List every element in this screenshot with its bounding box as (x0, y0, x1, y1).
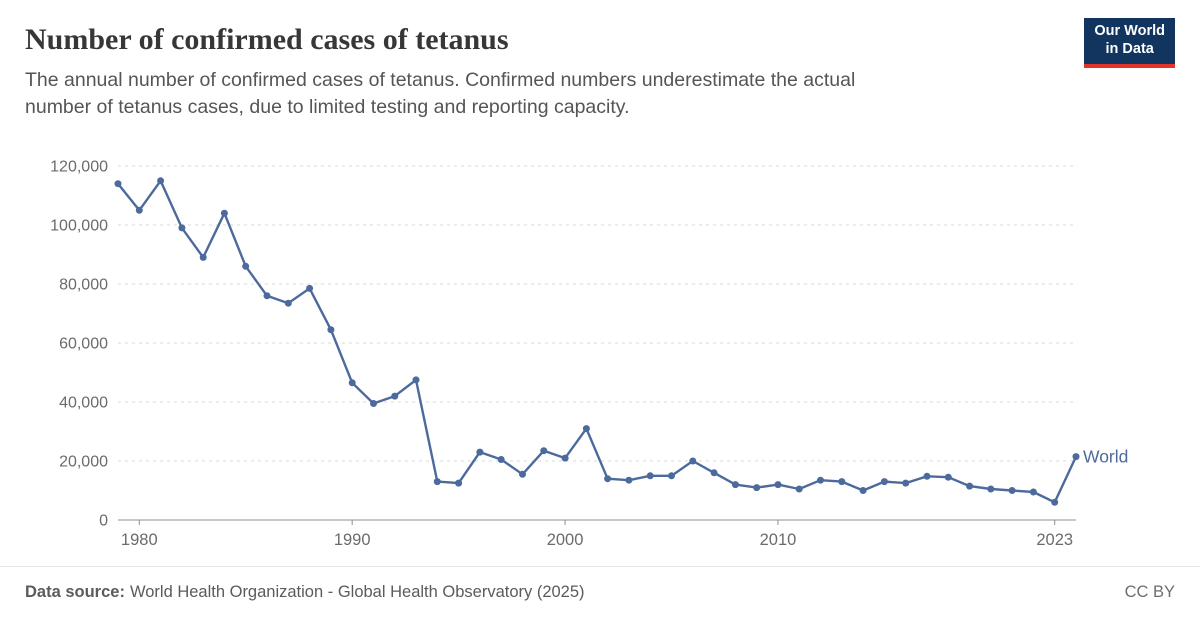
data-point[interactable] (455, 479, 463, 487)
data-point[interactable] (604, 474, 612, 482)
y-tick-label: 120,000 (50, 158, 108, 175)
data-source-label: Data source: (25, 583, 125, 601)
data-point[interactable] (817, 476, 824, 484)
data-point[interactable] (646, 471, 654, 479)
x-tick-label: 1990 (334, 531, 371, 549)
data-point[interactable] (306, 284, 314, 292)
data-point[interactable] (944, 473, 952, 481)
data-source: Data source: World Health Organization - … (25, 583, 585, 602)
data-point[interactable] (880, 477, 888, 485)
data-point[interactable] (178, 223, 186, 231)
series-label[interactable]: World (1083, 446, 1128, 466)
y-tick-label: 60,000 (59, 335, 108, 352)
data-point[interactable] (859, 486, 867, 494)
x-tick-label: 2010 (760, 531, 797, 549)
x-tick-label: 2023 (1036, 531, 1073, 549)
subtitle-line-1: The annual number of confirmed cases of … (25, 69, 856, 91)
data-point[interactable] (902, 479, 910, 487)
chart-header: Number of confirmed cases of tetanus Our… (0, 0, 1200, 122)
owid-logo-line2: in Data (1105, 40, 1154, 57)
data-point[interactable] (966, 482, 974, 490)
data-point[interactable] (1008, 486, 1016, 494)
line-chart: 0 20,000 40,000 60,000 80,000 100,000 120,000 1… (50, 158, 1128, 549)
data-point[interactable] (1051, 498, 1059, 506)
data-point[interactable] (561, 454, 569, 462)
data-point[interactable] (689, 457, 697, 465)
data-point[interactable] (327, 325, 335, 333)
data-point[interactable] (519, 470, 526, 478)
data-point[interactable] (284, 299, 292, 307)
data-point[interactable] (795, 485, 803, 493)
chart-footer: Data source: World Health Organization - … (0, 566, 1200, 627)
owid-logo[interactable]: Our World in Data (1084, 18, 1175, 68)
x-tick-label: 1980 (121, 531, 158, 549)
data-point[interactable] (753, 483, 761, 491)
y-tick-label: 0 (99, 512, 108, 529)
data-point[interactable] (625, 476, 633, 484)
data-point[interactable] (242, 262, 250, 270)
data-point[interactable] (135, 206, 143, 214)
data-point[interactable] (923, 472, 931, 480)
data-point[interactable] (710, 468, 718, 476)
data-point[interactable] (220, 209, 228, 217)
license-badge[interactable]: CC BY (1124, 583, 1175, 601)
data-point[interactable] (370, 399, 377, 407)
data-point[interactable] (476, 448, 484, 456)
y-tick-label: 100,000 (50, 217, 108, 234)
data-point[interactable] (987, 485, 995, 493)
data-point[interactable] (114, 179, 122, 187)
data-point[interactable] (497, 455, 505, 463)
y-tick-label: 40,000 (59, 394, 108, 411)
y-tick-label: 20,000 (59, 453, 108, 470)
data-point[interactable] (838, 477, 846, 485)
subtitle-line-2: number of tetanus cases, due to limited … (25, 96, 630, 119)
chart-subtitle: The annual number of confirmed cases of … (25, 67, 1175, 122)
data-point[interactable] (774, 480, 782, 488)
x-tick-label: 2000 (547, 531, 584, 549)
y-tick-label: 80,000 (59, 276, 108, 293)
data-point[interactable] (391, 392, 399, 400)
data-point[interactable] (348, 378, 356, 386)
owid-logo-line1: Our World (1094, 23, 1165, 39)
data-source-text: World Health Organization - Global Healt… (129, 583, 585, 601)
world-series-line[interactable] (116, 179, 1078, 504)
data-point[interactable] (731, 480, 739, 488)
data-point[interactable] (540, 446, 548, 454)
data-point[interactable] (1029, 488, 1037, 496)
data-point[interactable] (263, 291, 271, 299)
data-point[interactable] (668, 471, 675, 479)
data-point[interactable] (412, 375, 420, 383)
data-point[interactable] (433, 477, 441, 485)
data-point[interactable] (199, 253, 207, 261)
chart-title: Number of confirmed cases of tetanus (25, 23, 509, 56)
data-point[interactable] (582, 424, 590, 432)
data-point[interactable] (1072, 452, 1080, 460)
data-point[interactable] (157, 176, 165, 184)
